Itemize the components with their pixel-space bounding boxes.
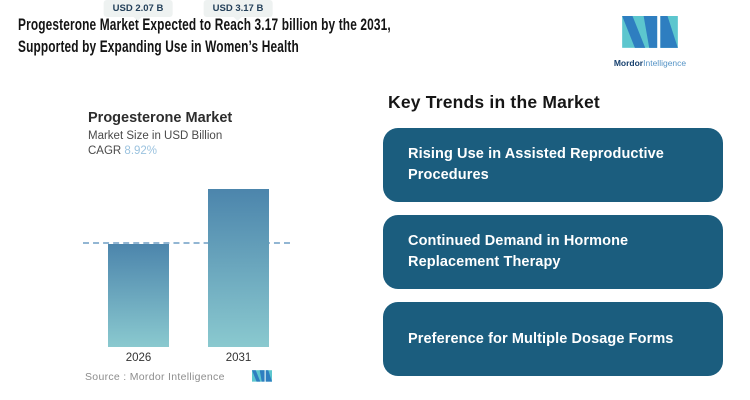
source-value: Mordor Intelligence: [129, 371, 225, 383]
trend-card-line2: Procedures: [408, 167, 489, 183]
brand-name-bold: Mordor: [613, 58, 644, 68]
cagr-value: 8.92%: [124, 145, 158, 157]
brand-logo: MordorIntelligence: [612, 16, 688, 68]
source-label: Source :: [85, 371, 130, 383]
bar-value-label-2031: USD 3.17 B: [203, 0, 273, 21]
trends-heading: Key Trends in the Market: [388, 92, 600, 112]
chart-cagr: CAGR 8.92%: [88, 145, 157, 157]
page-title-line1: Progesterone Market Expected to Reach 3.…: [18, 16, 391, 34]
mordor-logo-small-icon: [252, 370, 272, 382]
trend-card-line1: Preference for Multiple Dosage Forms: [408, 330, 674, 347]
chart-subtitle: Market Size in USD Billion: [88, 130, 223, 142]
mordor-logo-icon: [622, 16, 678, 48]
chart-source: Source : Mordor Intelligence: [85, 371, 225, 383]
trend-card-assisted-reproductive: Rising Use in Assisted Reproductive Proc…: [383, 128, 723, 202]
reference-dashed-line: [83, 242, 290, 244]
page-title: Progesterone Market Expected to Reach 3.…: [18, 14, 391, 58]
bar-2026: [108, 244, 169, 347]
trend-card-dosage-forms: Preference for Multiple Dosage Forms: [383, 302, 723, 376]
page-title-line2: Supported by Expanding Use in Women’s He…: [18, 38, 299, 56]
trend-card-line1: Continued Demand in Hormone: [408, 233, 629, 249]
bar-value-label-2026: USD 2.07 B: [103, 0, 173, 21]
brand-name-light: Intelligence: [643, 58, 687, 68]
chart-title: Progesterone Market: [88, 110, 233, 126]
trend-card-hormone-replacement: Continued Demand in Hormone Replacement …: [383, 215, 723, 289]
cagr-label: CAGR: [88, 145, 125, 157]
brand-wordmark: MordorIntelligence: [612, 58, 688, 68]
x-tick-2026: 2026: [125, 352, 152, 364]
trend-card-line2: Replacement Therapy: [408, 254, 561, 270]
bar-2031: [208, 189, 269, 347]
trend-card-line1: Rising Use in Assisted Reproductive: [408, 146, 664, 162]
x-tick-2031: 2031: [225, 352, 252, 364]
